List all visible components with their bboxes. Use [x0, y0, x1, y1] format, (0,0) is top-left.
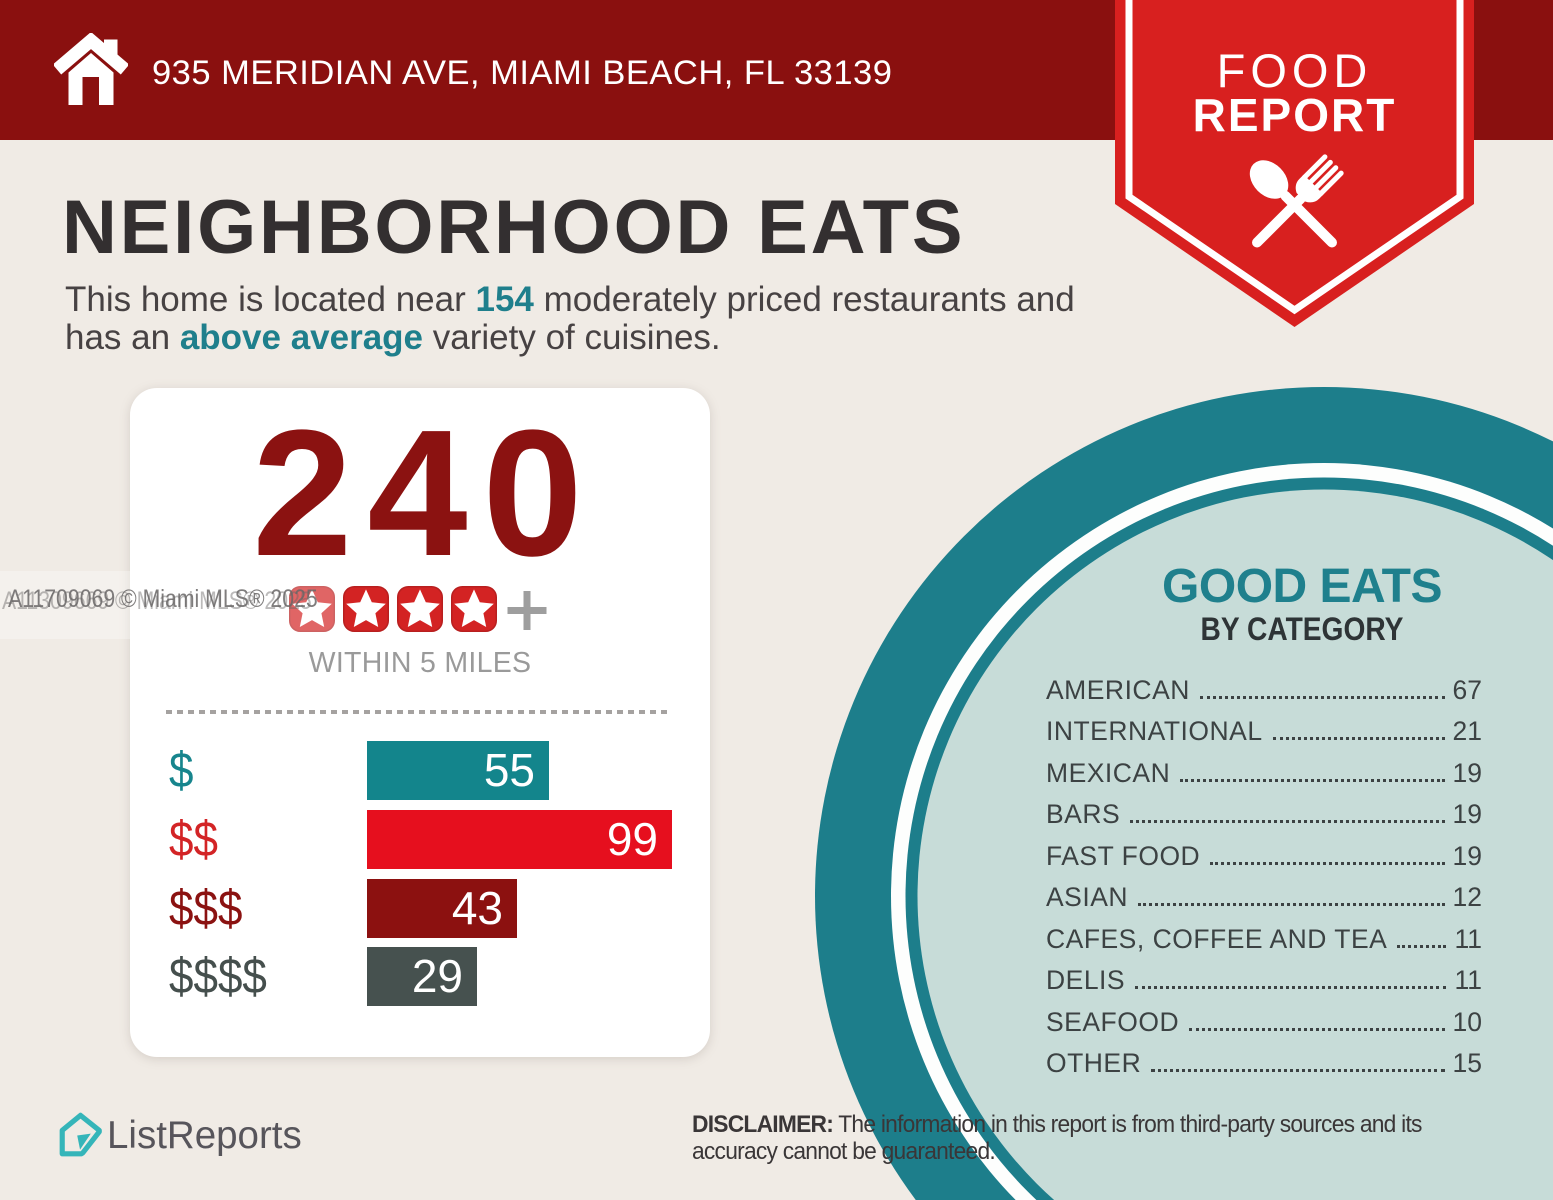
svg-text:REPORT: REPORT	[1193, 89, 1397, 141]
svg-text:FOOD: FOOD	[1217, 44, 1373, 97]
